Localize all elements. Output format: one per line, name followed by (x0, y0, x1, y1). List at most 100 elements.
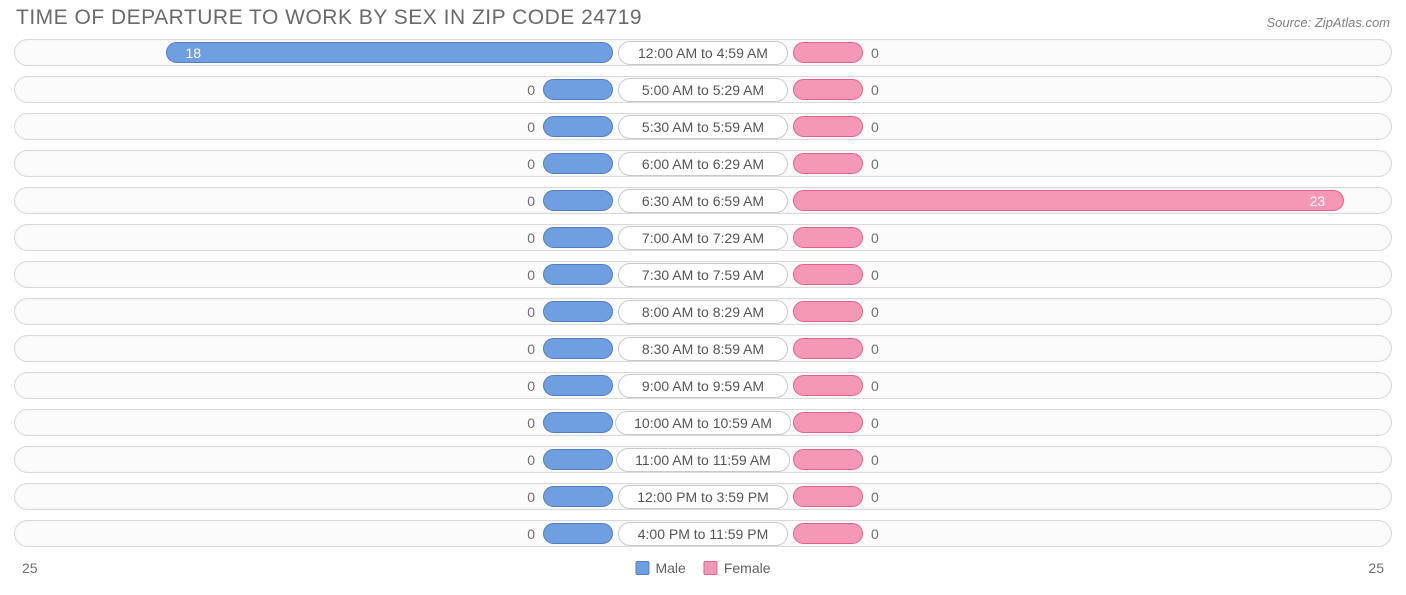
female-value: 0 (863, 82, 887, 98)
female-bar (793, 79, 863, 100)
chart-row: 18 0 12:00 AM to 4:59 AM (10, 36, 1396, 69)
male-half: 0 (10, 369, 703, 402)
female-value: 0 (863, 267, 887, 283)
chart-row: 008:00 AM to 8:29 AM (10, 295, 1396, 328)
male-half: 0 (10, 110, 703, 143)
female-bar (793, 227, 863, 248)
female-half: 0 (703, 73, 1396, 106)
female-bar (793, 301, 863, 322)
male-bar (543, 523, 613, 544)
male-bar (543, 338, 613, 359)
time-range-label: 8:00 AM to 8:29 AM (618, 300, 788, 324)
axis-max-right: 25 (1368, 560, 1384, 576)
chart-row: 005:30 AM to 5:59 AM (10, 110, 1396, 143)
male-bar (543, 264, 613, 285)
time-range-label: 9:00 AM to 9:59 AM (618, 374, 788, 398)
male-value: 18 (177, 45, 209, 61)
female-half: 0 (703, 36, 1396, 69)
female-value: 0 (863, 156, 887, 172)
time-range-label: 8:30 AM to 8:59 AM (618, 337, 788, 361)
female-value: 0 (863, 119, 887, 135)
chart-row: 0 0 4:00 PM to 11:59 PM (10, 517, 1396, 550)
male-bar (543, 375, 613, 396)
female-bar (793, 523, 863, 544)
female-bar (793, 42, 863, 63)
female-value: 0 (863, 452, 887, 468)
male-bar (543, 190, 613, 211)
female-half: 0 (703, 443, 1396, 476)
chart-title: TIME OF DEPARTURE TO WORK BY SEX IN ZIP … (16, 6, 642, 30)
female-bar (793, 116, 863, 137)
female-value: 0 (863, 415, 887, 431)
female-half: 0 (703, 147, 1396, 180)
legend-label: Male (655, 560, 685, 576)
female-half: 0 (703, 110, 1396, 143)
male-half: 0 (10, 258, 703, 291)
male-value: 0 (519, 230, 543, 246)
male-value: 0 (519, 526, 543, 542)
female-half: 0 (703, 295, 1396, 328)
female-bar (793, 412, 863, 433)
chart-row: 006:00 AM to 6:29 AM (10, 147, 1396, 180)
male-bar (543, 412, 613, 433)
male-bar (543, 449, 613, 470)
chart-container: TIME OF DEPARTURE TO WORK BY SEX IN ZIP … (0, 0, 1406, 586)
male-value: 0 (519, 489, 543, 505)
male-bar (543, 116, 613, 137)
female-value: 0 (863, 45, 887, 61)
male-value: 0 (519, 267, 543, 283)
female-bar (793, 486, 863, 507)
legend: Male Female (635, 560, 770, 576)
chart-row: 0010:00 AM to 10:59 AM (10, 406, 1396, 439)
male-bar (543, 79, 613, 100)
time-range-label: 5:00 AM to 5:29 AM (618, 78, 788, 102)
female-half: 0 (703, 369, 1396, 402)
female-bar (793, 264, 863, 285)
time-range-label: 11:00 AM to 11:59 AM (616, 448, 790, 472)
male-half: 0 (10, 73, 703, 106)
female-half: 23 (703, 184, 1396, 217)
male-half: 0 (10, 332, 703, 365)
legend-swatch (704, 561, 718, 575)
legend-item: Male (635, 560, 685, 576)
time-range-label: 6:30 AM to 6:59 AM (618, 189, 788, 213)
female-half: 0 (703, 332, 1396, 365)
chart-row: 009:00 AM to 9:59 AM (10, 369, 1396, 402)
chart-source: Source: ZipAtlas.com (1266, 15, 1390, 30)
male-value: 0 (519, 156, 543, 172)
male-half: 18 (10, 36, 703, 69)
time-range-label: 12:00 PM to 3:59 PM (618, 485, 788, 509)
female-half: 0 (703, 258, 1396, 291)
male-bar (543, 227, 613, 248)
legend-label: Female (724, 560, 771, 576)
female-half: 0 (703, 480, 1396, 513)
female-value: 0 (863, 526, 887, 542)
chart-row: 007:00 AM to 7:29 AM (10, 221, 1396, 254)
male-value: 0 (519, 452, 543, 468)
female-value: 23 (1302, 193, 1334, 209)
male-value: 0 (519, 119, 543, 135)
female-half: 0 (703, 221, 1396, 254)
female-bar: 23 (793, 190, 1344, 211)
female-value: 0 (863, 341, 887, 357)
chart-header: TIME OF DEPARTURE TO WORK BY SEX IN ZIP … (10, 6, 1396, 36)
male-bar (543, 486, 613, 507)
time-range-label: 4:00 PM to 11:59 PM (618, 522, 788, 546)
male-half: 0 (10, 295, 703, 328)
female-bar (793, 449, 863, 470)
axis-max-left: 25 (22, 560, 38, 576)
time-range-label: 7:00 AM to 7:29 AM (618, 226, 788, 250)
male-half: 0 (10, 443, 703, 476)
male-half: 0 (10, 406, 703, 439)
female-half: 0 (703, 517, 1396, 550)
chart-row: 008:30 AM to 8:59 AM (10, 332, 1396, 365)
male-bar (543, 153, 613, 174)
time-range-label: 12:00 AM to 4:59 AM (618, 41, 788, 65)
chart-row: 007:30 AM to 7:59 AM (10, 258, 1396, 291)
female-bar (793, 338, 863, 359)
male-half: 0 (10, 480, 703, 513)
legend-item: Female (704, 560, 771, 576)
male-half: 0 (10, 147, 703, 180)
male-value: 0 (519, 304, 543, 320)
male-bar (543, 301, 613, 322)
